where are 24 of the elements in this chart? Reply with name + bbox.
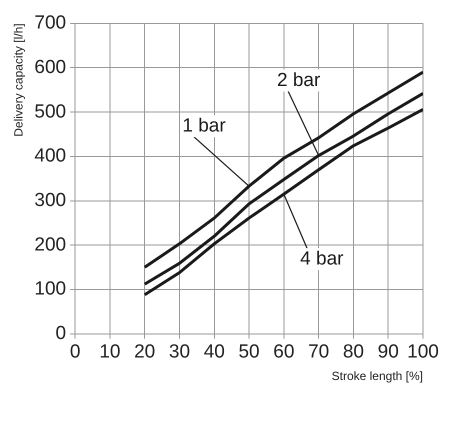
y-tick-label: 400 [34,146,66,167]
y-tick-label: 200 [34,234,66,256]
x-tick-label: 20 [134,341,156,362]
x-tick-label: 10 [99,341,120,362]
y-tick-label: 300 [34,190,66,212]
x-tick-label: 70 [308,341,330,362]
x-tick-label: 100 [407,341,439,362]
x-tick-label: 60 [273,341,294,362]
x-tick-label: 40 [204,341,225,362]
y-axis-title: Delivery capacity [l/h] [12,23,26,137]
y-tick-label: 100 [34,278,66,300]
x-tick-label: 0 [70,341,80,362]
text: 2 bar [276,70,321,91]
y-tick-label: 0 [56,323,66,344]
y-tick-label: 500 [34,101,66,122]
x-tick-label: 80 [342,341,364,362]
x-tick-label: 30 [168,341,190,362]
y-tick-label: 700 [34,12,66,34]
y-tick-label: 600 [34,56,66,78]
text: 1 bar [182,115,226,136]
x-tick-label: 90 [378,341,399,362]
x-axis-title: Stroke length [%] [332,369,423,384]
x-tick-label: 50 [238,341,260,362]
text: 4 bar [300,248,344,270]
